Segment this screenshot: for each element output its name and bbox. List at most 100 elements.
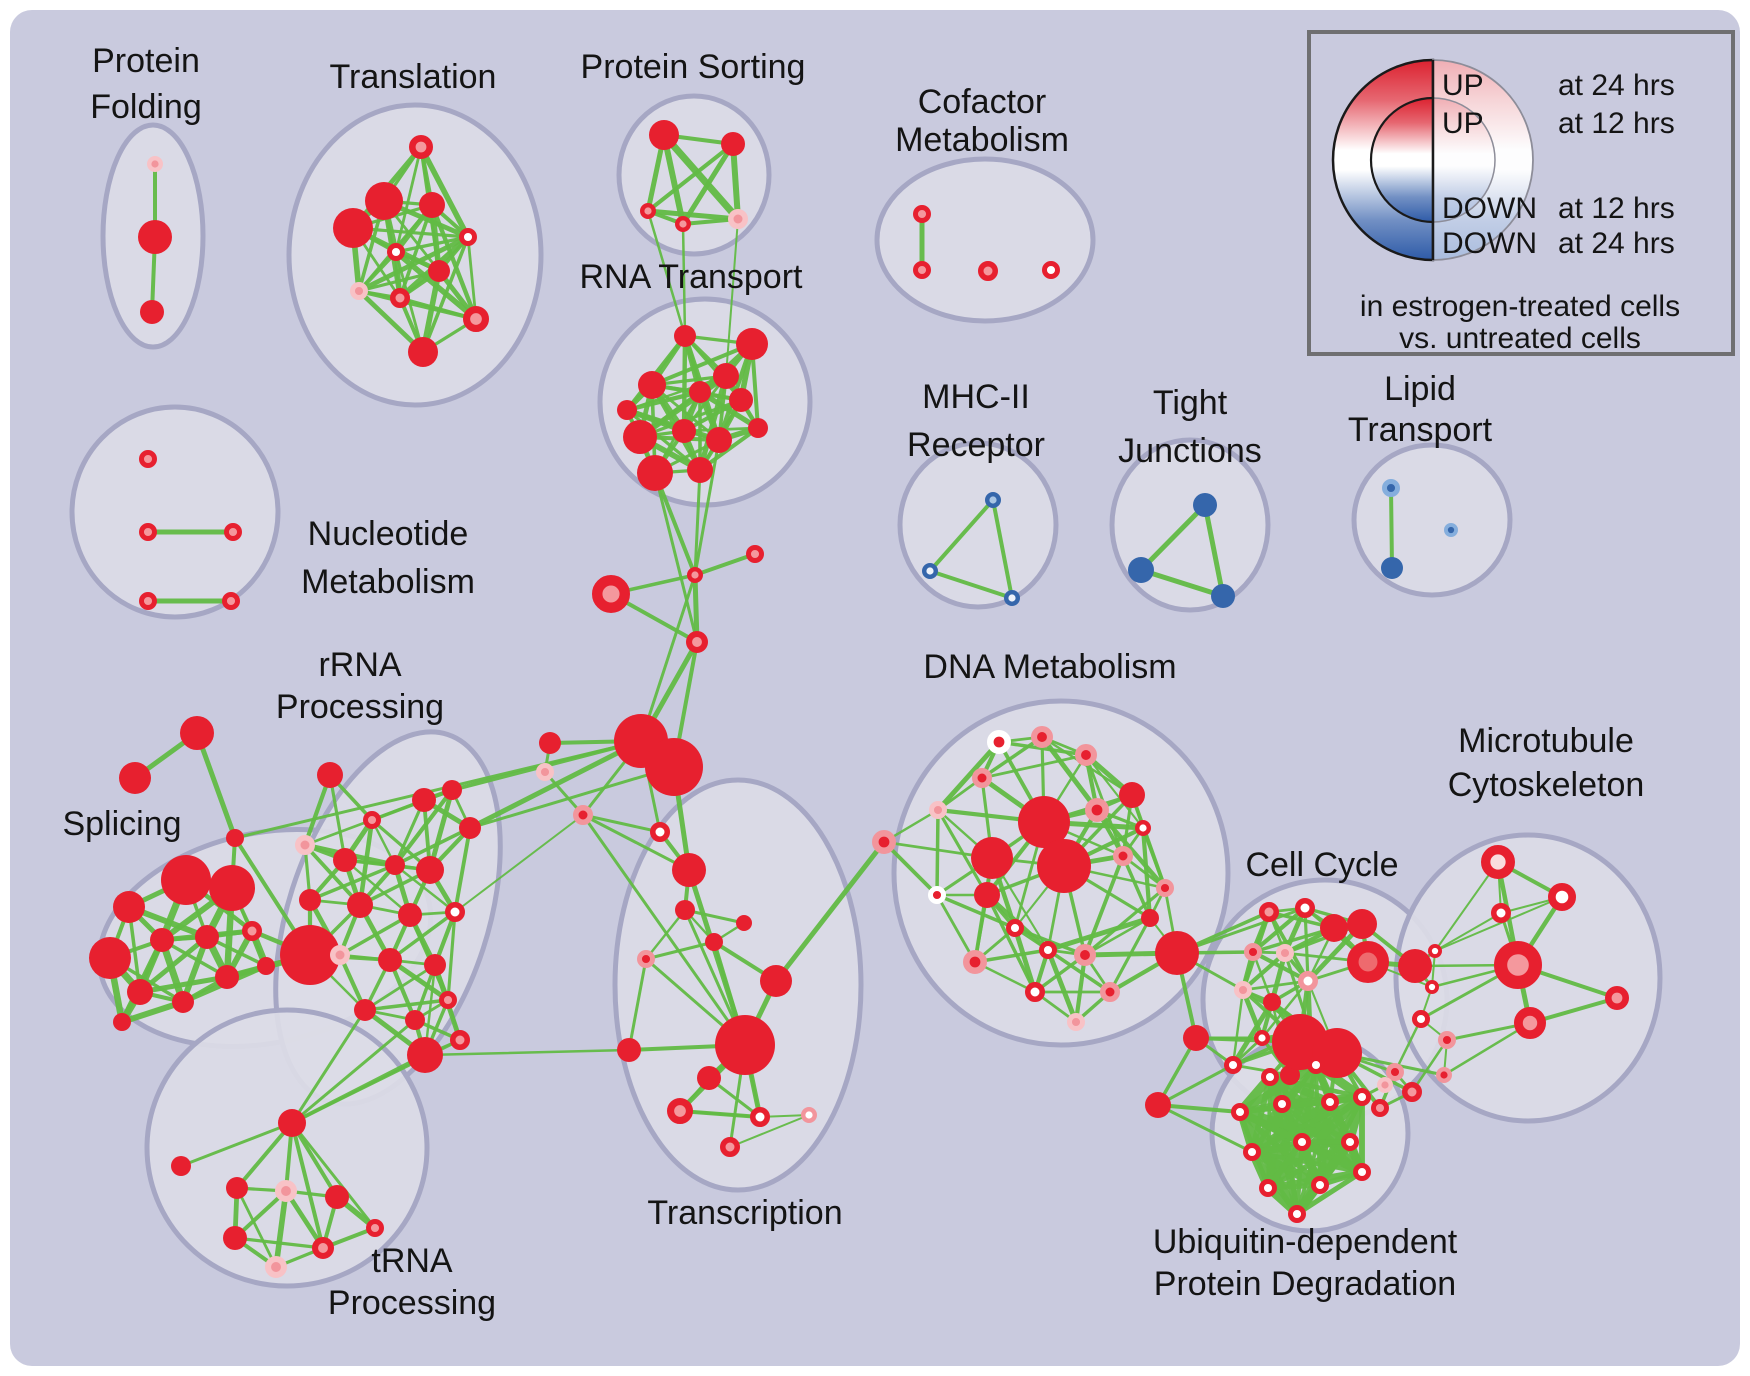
- edge: [645, 208, 741, 222]
- node-tr10: [463, 306, 490, 333]
- cluster-label-cofactor-metabolism: Metabolism: [895, 121, 1069, 159]
- node-tr2: [365, 182, 403, 220]
- cluster-ellipse-nucleotide-metabolism: [69, 404, 281, 620]
- edge: [935, 808, 940, 897]
- node-dm7: [1119, 782, 1145, 808]
- node-ub5: [1230, 1102, 1249, 1121]
- node-tx1: [650, 822, 670, 842]
- node-rr17: [354, 999, 376, 1021]
- node-cc18: [1385, 1062, 1404, 1081]
- edge: [935, 893, 1017, 930]
- network-nodes-layer: [89, 120, 1630, 1279]
- edge: [160, 938, 229, 979]
- node-dm9: [1037, 839, 1091, 893]
- node-cc6: [1275, 943, 1294, 962]
- edge: [290, 1018, 417, 1125]
- edge: [418, 144, 471, 240]
- edge: [394, 145, 423, 254]
- node-ubp: [1376, 1076, 1393, 1093]
- node-tx12: [667, 1097, 694, 1124]
- node-dm10: [971, 837, 1013, 879]
- node-cc3: [1320, 914, 1348, 942]
- edge: [1156, 1103, 1254, 1154]
- edge: [1294, 1169, 1365, 1217]
- node-tn3: [325, 1185, 349, 1209]
- edge: [653, 471, 699, 644]
- node-tx15: [720, 1137, 740, 1157]
- edge: [680, 141, 736, 227]
- edge: [1240, 950, 1288, 993]
- node-nm4: [139, 591, 158, 610]
- node-rt11: [687, 457, 713, 483]
- node-tx4: [535, 762, 554, 781]
- edge: [692, 572, 700, 645]
- edge: [729, 1114, 810, 1148]
- edge: [1295, 1100, 1332, 1216]
- node-dbr: [871, 829, 896, 854]
- edge: [137, 934, 210, 995]
- node-rt8: [672, 419, 696, 443]
- cluster-ellipse-transcription: [612, 777, 864, 1193]
- node-ch5: [539, 732, 561, 754]
- node-tx13: [750, 1107, 770, 1127]
- edge: [194, 730, 238, 841]
- node-dm23: [1066, 1012, 1085, 1031]
- node-mt1: [1481, 844, 1516, 879]
- cluster-label-protein-folding: Folding: [90, 88, 202, 126]
- edge: [660, 131, 742, 223]
- node-tx2: [573, 805, 593, 825]
- edge: [681, 222, 687, 338]
- edge: [1230, 999, 1275, 1068]
- node-mh3: [1004, 590, 1021, 607]
- edge: [639, 573, 697, 743]
- edge: [973, 948, 1050, 964]
- node-dm8: [1018, 796, 1070, 848]
- node-tr8: [350, 282, 369, 301]
- node-rt12: [617, 400, 637, 420]
- edge: [1121, 854, 1152, 920]
- node-rt5: [689, 381, 711, 403]
- edge: [233, 739, 643, 840]
- edge: [1265, 1139, 1353, 1191]
- node-mt4: [1493, 940, 1542, 989]
- edge: [1138, 502, 1208, 573]
- node-rt13: [748, 418, 768, 438]
- edge: [1294, 1139, 1305, 1217]
- edge: [468, 765, 676, 830]
- cluster-label-rna-transport: RNA Transport: [580, 258, 804, 296]
- node-lt3: [1444, 522, 1459, 537]
- node-rr13: [445, 902, 465, 922]
- node-sp9: [172, 991, 194, 1013]
- edge: [363, 963, 437, 1012]
- cluster-label-translation: Translation: [330, 58, 497, 96]
- cluster-ellipse-mhc-ii-receptor: [897, 440, 1059, 610]
- edge: [1045, 947, 1079, 1025]
- edge: [928, 569, 1014, 600]
- edge: [446, 910, 457, 1002]
- edge: [646, 209, 687, 338]
- edge: [980, 753, 1088, 780]
- node-rr3: [363, 810, 382, 829]
- edge: [683, 908, 746, 925]
- node-tniso: [171, 1156, 191, 1176]
- node-hub2: [645, 738, 703, 796]
- cluster-ellipse-trna-processing: [144, 1007, 430, 1289]
- edge: [985, 893, 1037, 994]
- edge: [1083, 916, 1152, 957]
- node-cc9: [1233, 980, 1252, 999]
- node-cc5: [1243, 942, 1262, 961]
- node-mt3: [1491, 903, 1511, 923]
- node-rr18: [405, 1010, 425, 1030]
- node-sp11: [257, 957, 275, 975]
- node-dm16: [927, 885, 946, 904]
- cluster-label-nucleotide-metabolism: Nucleotide: [308, 515, 469, 553]
- cluster-label-rrna-processing: rRNA: [318, 646, 401, 684]
- node-mh1: [985, 492, 1002, 509]
- node-dm18: [1005, 918, 1024, 937]
- edge: [1251, 926, 1336, 954]
- node-dm3: [1075, 744, 1098, 767]
- node-sp3: [113, 891, 145, 923]
- node-dm13: [1113, 846, 1133, 866]
- node-dm19: [1038, 940, 1057, 959]
- node-dm17: [962, 949, 987, 974]
